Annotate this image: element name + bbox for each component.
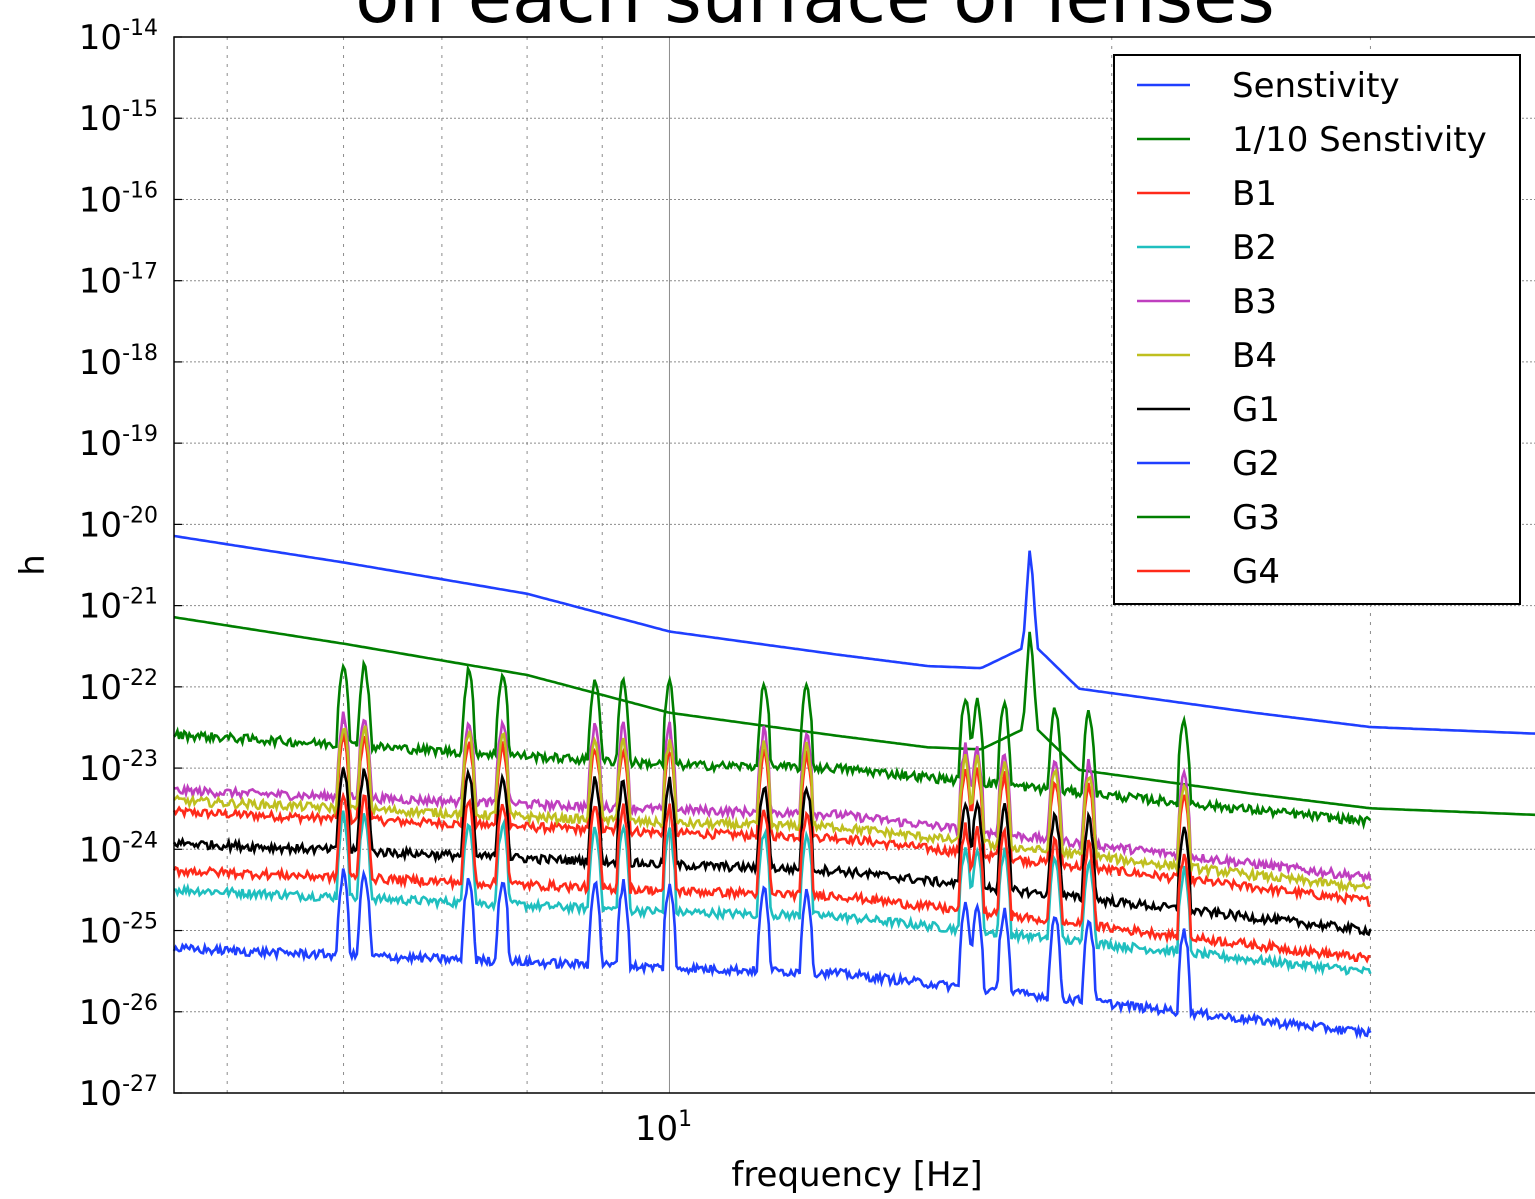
legend-label: G4 — [1232, 552, 1280, 592]
y-tick-label: 10-15 — [79, 97, 158, 139]
y-tick-label: 10-16 — [79, 178, 158, 220]
axis-ticks: 10-14 10-15 10-16 10-17 10-18 10-19 10-20 10-21… — [79, 16, 692, 1149]
chart-title: on each surface of lenses — [355, 0, 1275, 39]
y-tick-label: 10-22 — [79, 666, 158, 708]
y-tick-label: 10-19 — [79, 422, 158, 464]
legend-label: Senstivity — [1232, 66, 1400, 106]
series-line-b3 — [173, 711, 1372, 885]
series-line-b2 — [174, 810, 1372, 977]
series-line-g1 — [172, 767, 1372, 937]
y-tick-label: 10-26 — [79, 991, 158, 1033]
y-tick-label: 10-21 — [79, 585, 158, 627]
series-line-senstivity — [173, 534, 1535, 735]
y-tick-label: 10-23 — [79, 747, 158, 789]
legend-label: 1/10 Senstivity — [1232, 120, 1487, 160]
legend-label: G2 — [1232, 444, 1280, 484]
legend: Senstivity 1/10 Senstivity B1 B2 B3 B4 G1 G2 G3 G… — [1113, 54, 1521, 605]
series-line-g3 — [173, 658, 1372, 831]
y-tick-label: 10-20 — [79, 503, 158, 545]
plot-frame — [173, 36, 1535, 1094]
legend-label: B1 — [1232, 174, 1277, 214]
series-line-b1 — [172, 732, 1371, 908]
series-line-g2 — [172, 868, 1372, 1040]
legend-label: B3 — [1232, 282, 1277, 322]
y-tick-label: 10-14 — [79, 16, 158, 58]
y-tick-label: 10-27 — [79, 1072, 158, 1114]
series-line-1-10-senstivity — [173, 615, 1535, 817]
x-axis-label: frequency [Hz] — [731, 1155, 982, 1195]
grid-lines — [174, 37, 1535, 1093]
x-tick-label: 101 — [635, 1107, 692, 1149]
y-tick-label: 10-18 — [79, 341, 158, 383]
legend-label: G1 — [1232, 390, 1280, 430]
legend-label: B2 — [1232, 228, 1277, 268]
y-tick-label: 10-17 — [79, 260, 158, 302]
series-line-g4 — [172, 791, 1371, 964]
series-layer — [172, 534, 1535, 1040]
legend-box — [1113, 54, 1521, 605]
y-tick-label: 10-24 — [79, 828, 158, 870]
series-line-b4 — [173, 725, 1371, 894]
y-tick-label: 10-25 — [79, 910, 158, 952]
legend-label: B4 — [1232, 336, 1277, 376]
legend-label: G3 — [1232, 498, 1280, 538]
y-axis-label: h — [13, 554, 53, 576]
